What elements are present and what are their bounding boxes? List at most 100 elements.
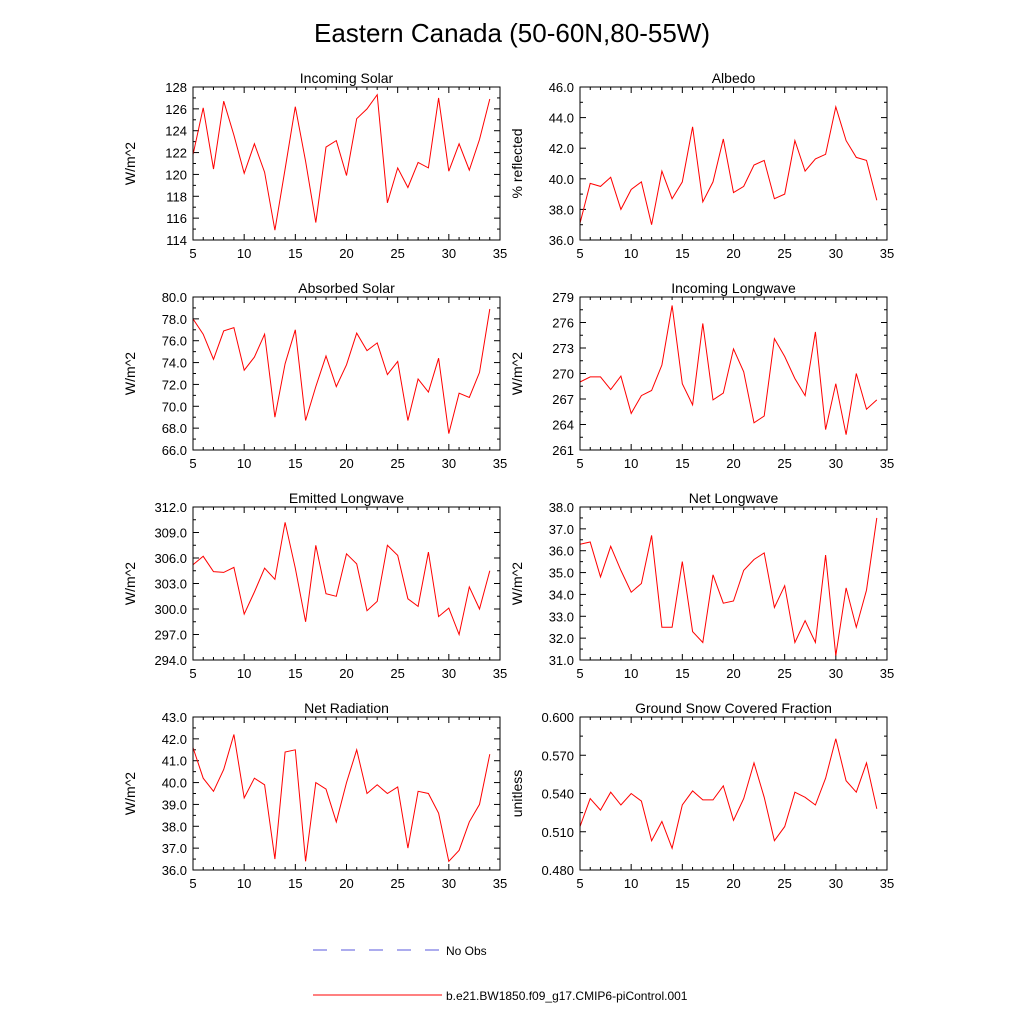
chart-0-x-tick-label: 30 [442, 246, 456, 261]
chart-4-x-tick-label: 25 [390, 666, 404, 681]
chart-5-series-line [579, 517, 878, 656]
chart-4-x-tick-label: 30 [442, 666, 456, 681]
chart-7-y-tick-label: 0.540 [541, 787, 574, 802]
chart-1-title: Albedo [712, 70, 756, 86]
chart-4-x-tick-label: 15 [288, 666, 302, 681]
chart-7-ylabel: unitless [509, 770, 525, 817]
chart-7: Ground Snow Covered Fraction unitless 5 10 1… [509, 700, 894, 891]
chart-7-y-tick-label: 0.570 [541, 748, 574, 763]
chart-2-y-tick-label: 74.0 [162, 356, 187, 371]
chart-2-y-tick-label: 76.0 [162, 334, 187, 349]
chart-4-frame [192, 506, 501, 661]
chart-4-series-line [192, 522, 491, 637]
chart-7-y-tick-label: 0.600 [541, 710, 574, 725]
chart-6-y-tick-label: 42.0 [162, 732, 187, 747]
chart-3-title: Incoming Longwave [671, 280, 796, 296]
chart-2-frame [192, 296, 501, 451]
chart-2-x-tick-label: 35 [493, 456, 507, 471]
chart-3-y-tick-label: 273 [552, 341, 574, 356]
chart-1: Albedo % reflected 5 10 15 20 25 30 35 36.0 38.0 40… [509, 70, 894, 261]
chart-6-y-tick-label: 41.0 [162, 754, 187, 769]
chart-2-title: Absorbed Solar [298, 280, 395, 296]
chart-2-x-tick-label: 30 [442, 456, 456, 471]
chart-3-x-tick-label: 30 [829, 456, 843, 471]
chart-0-y-tick-label: 126 [165, 102, 187, 117]
chart-2-series-line [192, 308, 491, 434]
chart-5-y-tick-label: 37.0 [549, 522, 574, 537]
legend-model-label: b.e21.BW1850.f09_g17.CMIP6-piControl.001 [446, 989, 688, 1003]
chart-0-x-tick-label: 5 [189, 246, 196, 261]
chart-4-x-tick-label: 5 [189, 666, 196, 681]
chart-3-x-tick-label: 35 [880, 456, 894, 471]
chart-4-y-tick-label: 294.0 [154, 653, 187, 668]
chart-3-y-tick-label: 264 [552, 418, 574, 433]
chart-4-x-tick-label: 10 [237, 666, 251, 681]
chart-6-y-tick-label: 40.0 [162, 776, 187, 791]
chart-0-x-tick-label: 15 [288, 246, 302, 261]
chart-0: Incoming Solar W/m^2 5 10 15 20 25 30 35 114 116 11… [122, 70, 507, 261]
chart-2-x-tick-label: 25 [390, 456, 404, 471]
chart-4-y-tick-label: 309.0 [154, 526, 187, 541]
chart-2-x-tick-label: 5 [189, 456, 196, 471]
chart-6-title: Net Radiation [304, 700, 389, 716]
chart-2-x-tick-label: 20 [339, 456, 353, 471]
chart-0-ylabel: W/m^2 [122, 142, 138, 185]
chart-5-y-tick-label: 32.0 [549, 631, 574, 646]
chart-6-y-tick-label: 43.0 [162, 710, 187, 725]
chart-3-y-tick-label: 276 [552, 316, 574, 331]
chart-6-y-tick-label: 39.0 [162, 797, 187, 812]
chart-7-x-tick-label: 5 [576, 876, 583, 891]
chart-3-series-line [579, 305, 878, 435]
chart-0-x-tick-label: 25 [390, 246, 404, 261]
chart-0-x-tick-label: 10 [237, 246, 251, 261]
chart-4-y-tick-label: 312.0 [154, 500, 187, 515]
legend: No Obs b.e21.BW1850.f09_g17.CMIP6-piCont… [313, 944, 688, 1003]
chart-6-x-tick-label: 5 [189, 876, 196, 891]
chart-6-series-line [192, 734, 491, 863]
chart-5-x-tick-label: 30 [829, 666, 843, 681]
chart-1-y-tick-label: 40.0 [549, 172, 574, 187]
chart-3-x-tick-label: 20 [726, 456, 740, 471]
chart-0-x-tick-label: 35 [493, 246, 507, 261]
chart-7-series-line [579, 738, 878, 851]
chart-3-ylabel: W/m^2 [509, 352, 525, 395]
chart-4-y-tick-label: 297.0 [154, 628, 187, 643]
chart-5-x-tick-label: 20 [726, 666, 740, 681]
chart-1-x-tick-label: 15 [675, 246, 689, 261]
chart-3: Incoming Longwave W/m^2 5 10 15 20 25 30 35 261 26… [509, 280, 894, 471]
chart-1-y-tick-label: 36.0 [549, 233, 574, 248]
chart-5-x-tick-label: 10 [624, 666, 638, 681]
chart-4-y-tick-label: 303.0 [154, 577, 187, 592]
chart-7-x-tick-label: 20 [726, 876, 740, 891]
chart-0-y-tick-label: 116 [166, 211, 187, 226]
chart-5-y-tick-label: 38.0 [549, 500, 574, 515]
chart-2-y-tick-label: 66.0 [162, 443, 187, 458]
chart-5-y-tick-label: 36.0 [549, 544, 574, 559]
chart-4-x-tick-label: 20 [339, 666, 353, 681]
chart-0-frame [192, 86, 501, 241]
chart-4-title: Emitted Longwave [289, 490, 404, 506]
chart-0-y-tick-label: 120 [165, 167, 187, 182]
chart-2-ylabel: W/m^2 [122, 352, 138, 395]
chart-5-x-tick-label: 35 [880, 666, 894, 681]
chart-1-series-line [579, 104, 878, 225]
chart-5: Net Longwave W/m^2 5 10 15 20 25 30 35 31.0 32.0 33… [509, 490, 894, 681]
chart-3-x-tick-label: 10 [624, 456, 638, 471]
chart-0-title: Incoming Solar [300, 70, 394, 86]
chart-0-y-tick-label: 118 [166, 189, 187, 204]
chart-1-y-tick-label: 38.0 [549, 202, 574, 217]
chart-3-x-tick-label: 25 [777, 456, 791, 471]
chart-1-x-tick-label: 25 [777, 246, 791, 261]
chart-4-x-tick-label: 35 [493, 666, 507, 681]
chart-0-y-tick-label: 128 [165, 80, 187, 95]
chart-6-y-tick-label: 37.0 [162, 841, 187, 856]
chart-4-y-tick-label: 300.0 [154, 602, 187, 617]
chart-2-x-tick-label: 10 [237, 456, 251, 471]
chart-7-x-tick-label: 25 [777, 876, 791, 891]
chart-6-x-tick-label: 35 [493, 876, 507, 891]
chart-3-y-tick-label: 261 [552, 443, 574, 458]
chart-0-y-tick-label: 124 [165, 124, 187, 139]
chart-6-y-tick-label: 38.0 [162, 819, 187, 834]
chart-3-y-tick-label: 267 [552, 392, 574, 407]
